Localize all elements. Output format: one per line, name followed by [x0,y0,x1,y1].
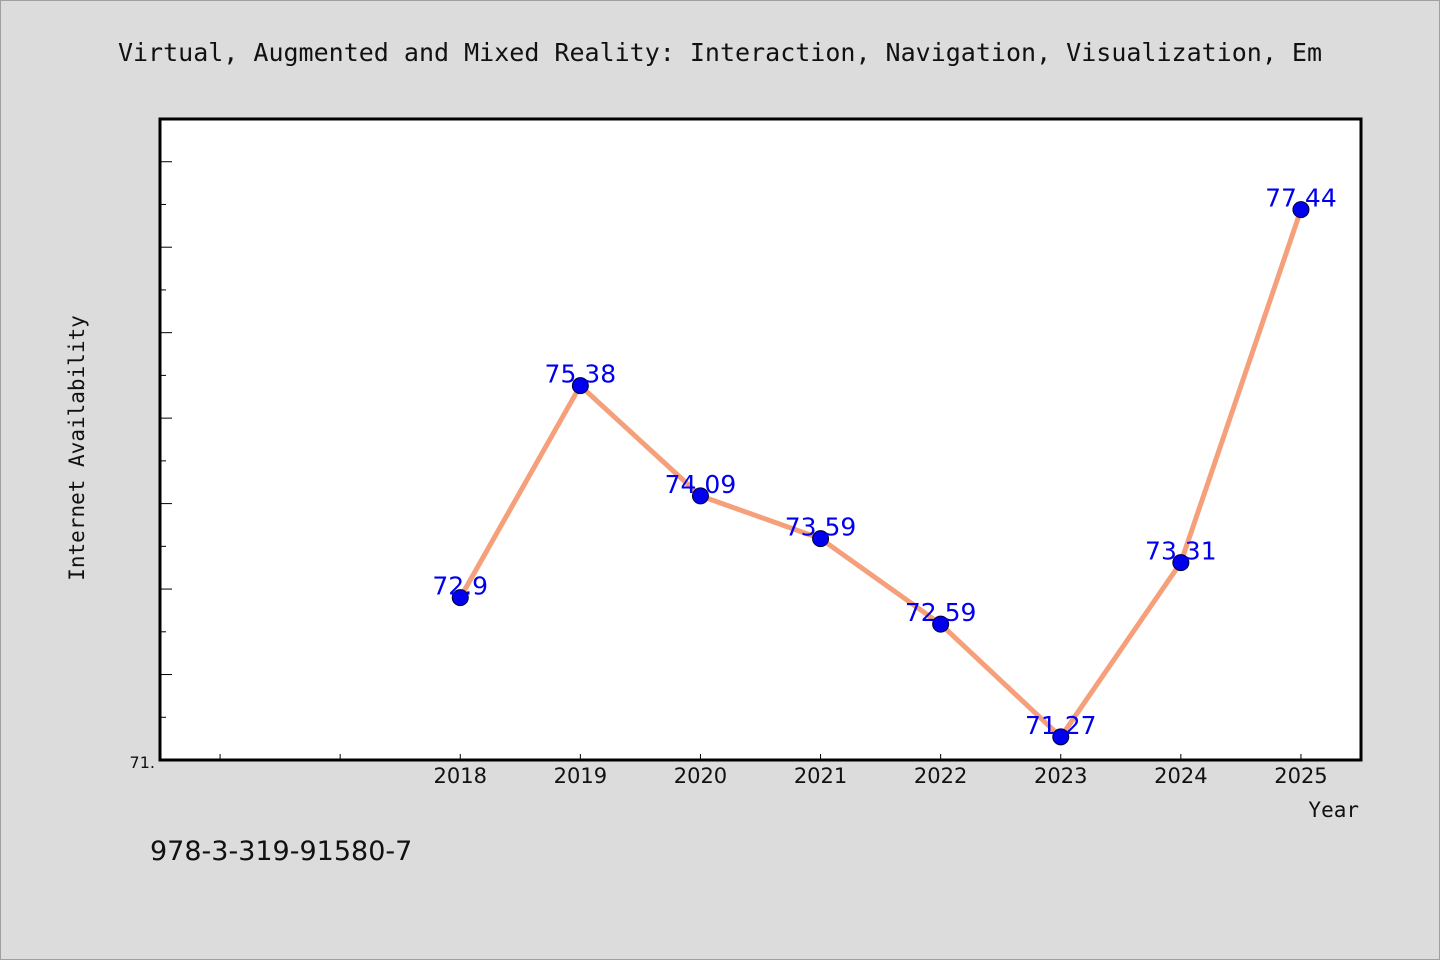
data-label: 73.59 [785,513,857,542]
x-tick-label: 2019 [554,764,607,788]
data-label: 72.59 [905,598,977,627]
x-tick-label: 2021 [794,764,847,788]
y-tick-label: 71. [130,753,155,772]
data-label: 72.9 [432,572,488,601]
data-label: 73.31 [1145,537,1217,566]
data-label: 74.09 [665,470,737,499]
x-tick-label: 2024 [1154,764,1207,788]
x-tick-label: 2023 [1034,764,1087,788]
data-label: 77.44 [1265,184,1337,213]
data-point [932,615,950,633]
data-point [1052,728,1070,746]
data-point [451,589,469,607]
y-axis-label: Internet Availability [65,315,89,581]
x-tick-label: 2018 [434,764,487,788]
data-labels: 72.9 75.38 74.09 73.59 72.59 71.27 73.31 77.44 [432,184,1336,740]
data-point [1172,554,1190,572]
x-tick-label: 2025 [1274,764,1327,788]
data-point [812,530,830,548]
y-axis-ticks [160,161,172,761]
x-tick-label: 2022 [914,764,967,788]
chart-title: Virtual, Augmented and Mixed Reality: In… [118,38,1322,67]
x-axis-ticks [219,754,1302,760]
data-point [571,377,589,395]
data-point [691,487,709,505]
x-axis-label: Year [1308,798,1359,822]
data-point [1292,201,1310,219]
data-label: 71.27 [1025,711,1097,740]
footnote-isbn: 978-3-319-91580-7 [150,836,413,867]
series-line [457,207,1304,740]
x-axis-tick-labels: 2018 2019 2020 2021 2022 2023 2024 2025 [434,764,1328,788]
data-label: 75.38 [545,360,617,389]
data-markers [451,201,1310,746]
plot-area [158,117,1363,762]
x-tick-label: 2020 [674,764,727,788]
